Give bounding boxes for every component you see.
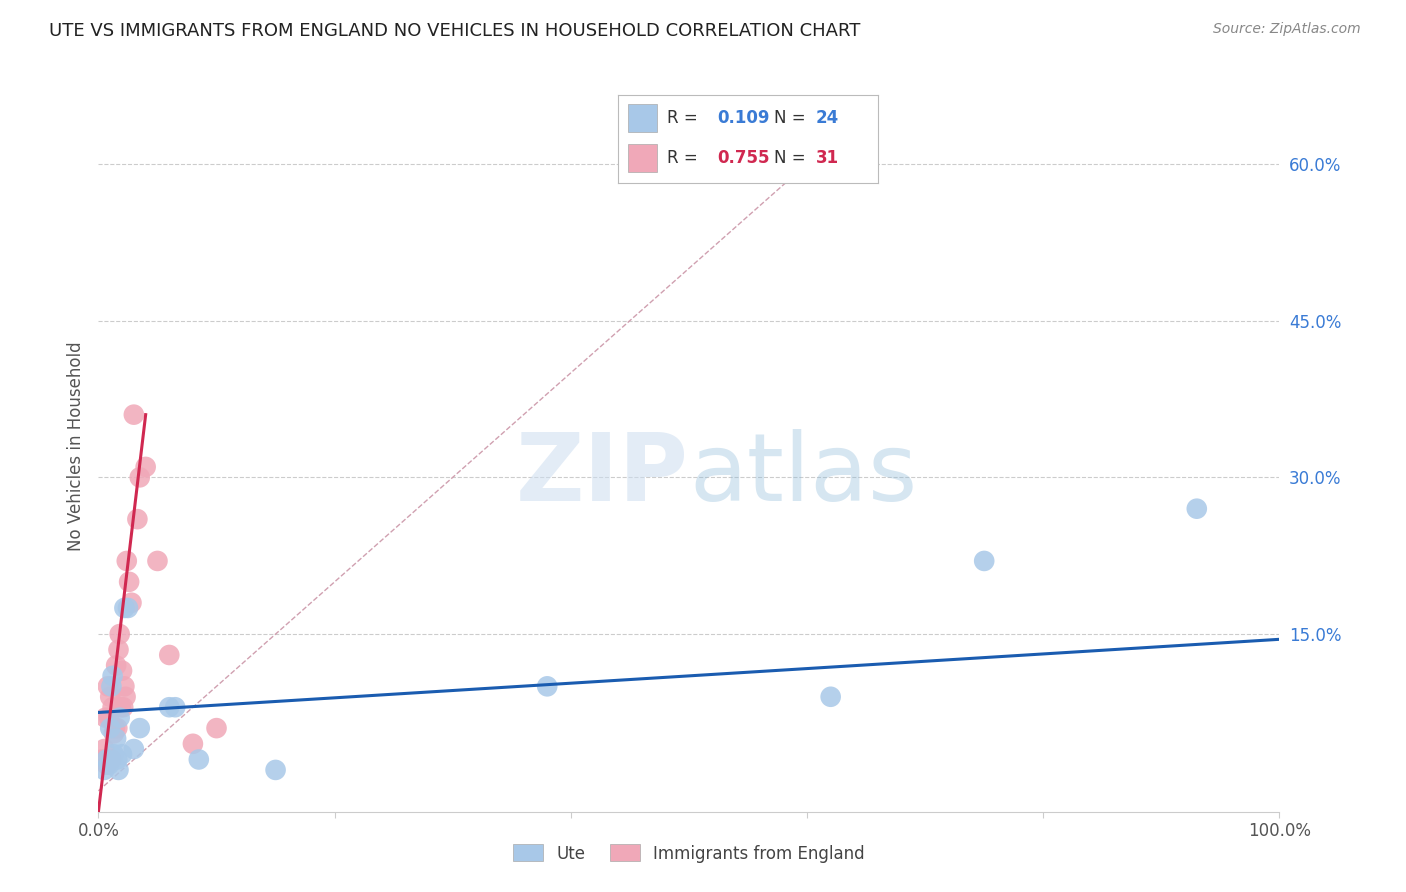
Point bbox=[107, 763, 129, 777]
Text: UTE VS IMMIGRANTS FROM ENGLAND NO VEHICLES IN HOUSEHOLD CORRELATION CHART: UTE VS IMMIGRANTS FROM ENGLAND NO VEHICL… bbox=[49, 22, 860, 40]
Point bbox=[128, 721, 150, 735]
Point bbox=[165, 700, 187, 714]
Point bbox=[91, 752, 114, 766]
Point bbox=[100, 679, 122, 693]
Point bbox=[107, 642, 129, 657]
Point bbox=[104, 721, 127, 735]
Text: Source: ZipAtlas.com: Source: ZipAtlas.com bbox=[1213, 22, 1361, 37]
Point bbox=[205, 721, 228, 735]
Point bbox=[103, 747, 125, 762]
Point bbox=[101, 669, 124, 683]
Point bbox=[105, 721, 128, 735]
Point bbox=[127, 512, 149, 526]
Point bbox=[105, 731, 128, 746]
Point bbox=[98, 757, 121, 772]
Point bbox=[157, 700, 180, 714]
Text: atlas: atlas bbox=[689, 429, 917, 521]
Point bbox=[100, 752, 122, 766]
Point bbox=[96, 757, 118, 772]
Point bbox=[108, 711, 131, 725]
Point bbox=[108, 627, 131, 641]
Text: ZIP: ZIP bbox=[516, 429, 689, 521]
Point bbox=[122, 408, 145, 422]
Point bbox=[118, 574, 141, 589]
Point bbox=[157, 648, 180, 662]
Point bbox=[105, 658, 128, 673]
Point bbox=[121, 596, 143, 610]
Point bbox=[111, 664, 134, 678]
Point bbox=[114, 690, 136, 704]
Point bbox=[103, 726, 125, 740]
Point bbox=[97, 679, 120, 693]
Point bbox=[187, 752, 209, 766]
Point bbox=[1185, 501, 1208, 516]
Point bbox=[111, 747, 134, 762]
Point bbox=[128, 470, 150, 484]
Point bbox=[93, 763, 115, 777]
Point bbox=[112, 700, 135, 714]
Point bbox=[112, 601, 135, 615]
Point bbox=[146, 554, 169, 568]
Point bbox=[98, 711, 121, 725]
Point bbox=[112, 679, 135, 693]
Point bbox=[93, 742, 115, 756]
Y-axis label: No Vehicles in Household: No Vehicles in Household bbox=[66, 341, 84, 551]
Point bbox=[98, 690, 121, 704]
Point bbox=[820, 690, 842, 704]
Point bbox=[115, 554, 138, 568]
Point bbox=[105, 752, 128, 766]
Point bbox=[181, 737, 204, 751]
Legend: Ute, Immigrants from England: Ute, Immigrants from England bbox=[506, 838, 872, 869]
Point bbox=[94, 711, 117, 725]
Point bbox=[973, 554, 995, 568]
Point bbox=[110, 700, 132, 714]
Point bbox=[117, 601, 139, 615]
Point bbox=[96, 752, 118, 766]
Point bbox=[536, 679, 558, 693]
Point bbox=[135, 459, 157, 474]
Point bbox=[264, 763, 287, 777]
Point bbox=[122, 742, 145, 756]
Point bbox=[101, 700, 124, 714]
Point bbox=[98, 721, 121, 735]
